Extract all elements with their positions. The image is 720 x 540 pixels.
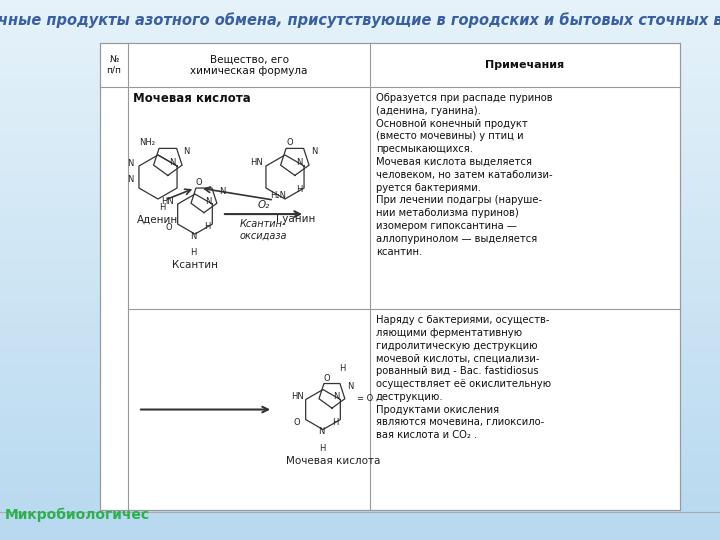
Text: H: H (296, 185, 302, 194)
Text: H: H (190, 248, 196, 257)
Text: Мочевая кислота: Мочевая кислота (133, 92, 251, 105)
Text: Наряду с бактериями, осуществ-
ляющими ферментативную
гидролитическую деструкцию: Наряду с бактериями, осуществ- ляющими ф… (376, 315, 551, 440)
Text: Аденин: Аденин (138, 214, 179, 225)
Text: N: N (333, 392, 339, 401)
Text: = O: = O (357, 394, 373, 403)
Text: O: O (294, 418, 300, 427)
Text: Мочевая кислота: Мочевая кислота (286, 456, 380, 465)
Text: N: N (127, 175, 134, 184)
Text: HN: HN (250, 158, 263, 167)
Text: №
п/п: № п/п (107, 55, 122, 75)
Text: Образуется при распаде пуринов
(аденина, гуанина).
Основной конечный продукт
(вм: Образуется при распаде пуринов (аденина,… (376, 93, 553, 256)
Text: H: H (319, 443, 325, 453)
Text: H: H (204, 222, 210, 231)
Text: O: O (324, 374, 330, 382)
Text: H: H (332, 417, 338, 427)
Text: Конечные продукты азотного обмена, присутствующие в городских и бытовых сточных : Конечные продукты азотного обмена, прису… (0, 12, 720, 28)
Text: O: O (196, 178, 202, 187)
Text: Примечания: Примечания (485, 60, 564, 70)
Text: Вещество, его
химическая формула: Вещество, его химическая формула (190, 54, 307, 76)
Text: N: N (312, 147, 318, 156)
Text: N: N (184, 147, 190, 156)
Text: N: N (169, 158, 176, 167)
Text: O: O (286, 138, 293, 147)
FancyBboxPatch shape (100, 43, 680, 510)
Text: H: H (159, 204, 166, 212)
Text: N: N (127, 159, 134, 168)
Text: Микробиологичес: Микробиологичес (5, 508, 150, 522)
Text: O₂: O₂ (257, 200, 269, 210)
Text: N: N (347, 382, 353, 391)
Text: Гуанин: Гуанин (276, 214, 315, 225)
Text: NH₂: NH₂ (139, 138, 155, 147)
Text: N: N (190, 232, 196, 241)
Text: Ксантин: Ксантин (172, 260, 218, 270)
Text: N: N (296, 158, 302, 167)
Text: N: N (219, 187, 225, 195)
Text: HN: HN (291, 392, 303, 401)
Text: Ксантин-
оксидаза: Ксантин- оксидаза (240, 219, 287, 241)
Text: N: N (204, 197, 211, 206)
Text: H: H (338, 363, 345, 373)
Text: H₂N: H₂N (271, 191, 287, 200)
Text: HN: HN (161, 197, 174, 206)
Text: N: N (318, 427, 324, 436)
Text: O: O (166, 222, 172, 232)
